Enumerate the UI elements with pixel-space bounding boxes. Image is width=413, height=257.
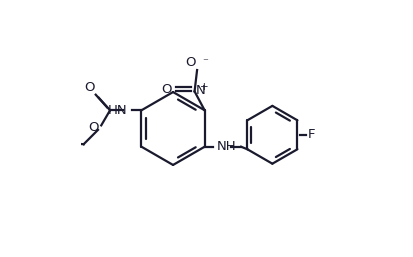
Text: NH: NH (217, 140, 236, 153)
Text: +: + (199, 82, 208, 92)
Text: ⁻: ⁻ (202, 57, 207, 67)
Text: O: O (185, 56, 195, 69)
Text: O: O (88, 121, 98, 134)
Text: F: F (307, 128, 314, 141)
Text: O: O (161, 83, 171, 96)
Text: N: N (195, 84, 205, 97)
Text: O: O (84, 81, 95, 94)
Text: HN: HN (108, 104, 127, 117)
